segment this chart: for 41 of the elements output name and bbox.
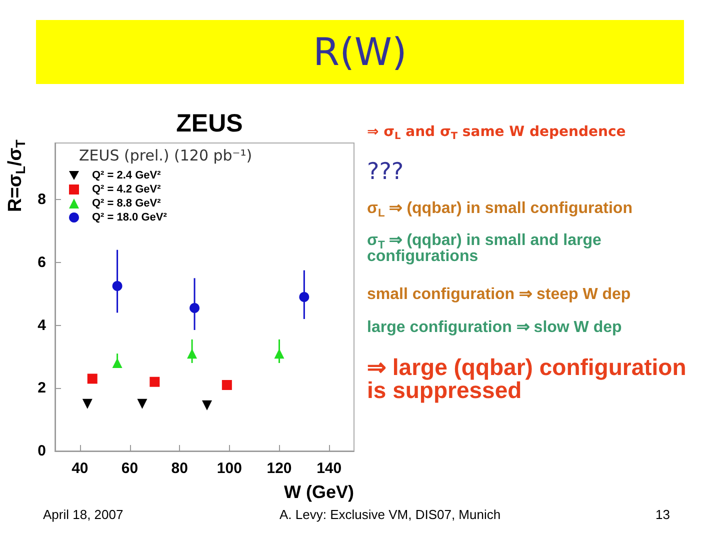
chart-subtitle: ZEUS [176, 110, 243, 138]
point [87, 374, 98, 384]
x-tick-label: 120 [266, 460, 292, 477]
x-tick-label: 100 [216, 460, 242, 477]
point [299, 292, 310, 302]
chart-title: R(W) [313, 30, 407, 74]
y-tick-label: 2 [38, 380, 46, 397]
point [82, 398, 92, 409]
legend-label: Q² = 8.8 GeV² [92, 198, 162, 210]
point [137, 398, 148, 409]
legend-label: Q² = 4.2 GeV² [92, 184, 162, 196]
point [202, 400, 212, 410]
point [112, 281, 122, 291]
point [190, 303, 200, 313]
x-tick-label: 140 [316, 460, 342, 477]
y-tick-label: 4 [38, 316, 47, 334]
legend-title: ZEUS (prel.) (120 pb⁻¹) [79, 146, 252, 164]
text: ⇒ large (qqbar) configuration is suppressed [367, 354, 688, 403]
point [274, 348, 284, 359]
text: small configuration ⇒ steep W dep [367, 286, 631, 303]
x-tick-label: 60 [121, 460, 138, 477]
text: ⇒ σ$_{L}$ and σ$_{T}$ same W dependence [367, 124, 626, 142]
text: A. Levy: Exclusive VM, DIS07, Munich [280, 507, 501, 522]
point [112, 358, 122, 368]
y-tick-label: 8 [38, 191, 46, 208]
x-axis-title: W (GeV) [284, 482, 354, 502]
text: ??? [367, 159, 404, 185]
text: 13 [656, 507, 670, 522]
text: large configuration ⇒ slow W dep [367, 319, 622, 336]
x-tick-label: 40 [72, 460, 88, 477]
point [222, 380, 232, 390]
text: σ$_{T}$ ⇒ (qqbar) in small and large configurations [367, 232, 602, 265]
legend-label: Q² = 18.0 GeV² [92, 212, 168, 224]
point [150, 376, 160, 387]
x-tick-label: 80 [171, 460, 188, 477]
legend-label: Q² = 2.4 GeV² [92, 170, 162, 182]
point [187, 348, 198, 359]
text: σ$_{L}$ ⇒ (qqbar) in small configuration [367, 200, 632, 220]
y-tick-label: 6 [38, 254, 46, 271]
y-tick-label: 0 [38, 442, 46, 460]
text: April 18, 2007 [43, 507, 124, 522]
